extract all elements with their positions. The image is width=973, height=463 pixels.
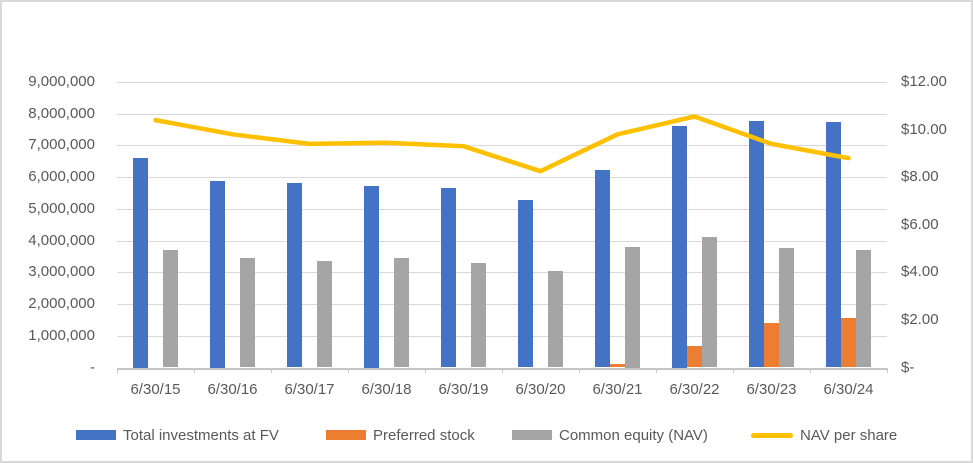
bar-total-investments-at-fv-6-30-20 [518,200,533,368]
legend-label: Common equity (NAV) [559,426,708,444]
bar-total-investments-at-fv-6-30-21 [595,170,610,368]
bar-common-equity-nav-6-30-21 [625,247,640,368]
bar-preferred-stock-6-30-22 [687,345,702,368]
major-gridline [117,113,887,115]
bar-preferred-stock-6-30-21 [610,363,625,368]
category-axis-tick [348,367,349,373]
bar-common-equity-nav-6-30-20 [548,270,563,368]
secondary-axis-tick-label: $10.00 [901,120,947,138]
primary-axis-tick-label: 6,000,000 [28,168,95,186]
major-gridline [117,304,887,306]
bar-preferred-stock-6-30-23 [764,323,779,368]
category-axis-tick [579,367,580,373]
legend-item-nav-per-share: NAV per share [751,425,897,445]
category-label-6-30-24: 6/30/24 [823,381,874,398]
bar-common-equity-nav-6-30-17 [317,260,332,368]
bar-preferred-stock-6-30-24 [841,317,856,368]
bar-common-equity-nav-6-30-22 [702,236,717,368]
bar-total-investments-at-fv-6-30-19 [441,187,456,368]
secondary-axis-tick-label: $8.00 [901,168,939,186]
category-label-6-30-19: 6/30/19 [438,381,489,398]
legend-label: Preferred stock [373,426,475,444]
primary-axis-tick-label: 7,000,000 [28,136,95,154]
category-axis-tick [887,367,888,373]
category-axis-tick [810,367,811,373]
secondary-axis-tick-label: $4.00 [901,263,939,281]
secondary-axis-tick-label: $2.00 [901,310,939,328]
category-axis-tick [656,367,657,373]
legend-swatch-icon [512,430,552,440]
primary-axis-tick-label: 3,000,000 [28,263,95,281]
category-axis-tick [733,367,734,373]
secondary-axis-tick-label: $- [901,358,915,376]
category-axis-tick [425,367,426,373]
primary-axis-tick-label: 8,000,000 [28,104,95,122]
bar-total-investments-at-fv-6-30-15 [133,157,148,368]
major-gridline [117,177,887,179]
legend: Total investments at FV Preferred stock Co… [2,425,971,447]
legend-item-common-equity-nav: Common equity (NAV) [512,425,708,445]
category-label-6-30-17: 6/30/17 [284,381,335,398]
bar-total-investments-at-fv-6-30-16 [210,181,225,368]
major-gridline [117,208,887,210]
bar-total-investments-at-fv-6-30-24 [826,121,841,368]
major-gridline [117,240,887,242]
category-axis-tick [502,367,503,373]
category-axis-tick [271,367,272,373]
category-axis-tick [117,367,118,373]
category-label-6-30-20: 6/30/20 [515,381,566,398]
primary-axis-tick-label: 5,000,000 [28,199,95,217]
legend-item-preferred-stock: Preferred stock [326,425,475,445]
secondary-axis-tick-label: $6.00 [901,215,939,233]
legend-item-total-investments-at-fv: Total investments at FV [76,425,279,445]
category-label-6-30-18: 6/30/18 [361,381,412,398]
legend-swatch-icon [326,430,366,440]
bar-total-investments-at-fv-6-30-18 [364,186,379,368]
category-label-6-30-23: 6/30/23 [746,381,797,398]
category-label-6-30-16: 6/30/16 [207,381,258,398]
secondary-axis-tick-label: $12.00 [901,73,947,90]
category-label-6-30-22: 6/30/22 [669,381,720,398]
primary-axis-tick-label: 4,000,000 [28,231,95,249]
legend-swatch-icon [76,430,116,440]
bar-common-equity-nav-6-30-23 [779,247,794,368]
primary-axis-tick-label: 9,000,000 [28,73,95,90]
bar-common-equity-nav-6-30-19 [471,262,486,368]
category-axis-line [117,367,887,370]
bar-total-investments-at-fv-6-30-22 [672,125,687,368]
line-nav-per-share [153,114,851,174]
legend-line-icon [751,432,793,438]
category-label-6-30-15: 6/30/15 [130,381,181,398]
legend-label: Total investments at FV [123,426,279,444]
primary-axis-tick-label: 2,000,000 [28,295,95,313]
bar-total-investments-at-fv-6-30-23 [749,121,764,368]
bar-common-equity-nav-6-30-24 [856,250,871,368]
primary-axis-tick-label: - [90,358,95,376]
bar-common-equity-nav-6-30-15 [163,250,178,368]
bar-total-investments-at-fv-6-30-17 [287,182,302,368]
major-gridline [117,82,887,83]
category-label-6-30-21: 6/30/21 [592,381,643,398]
major-gridline [117,272,887,274]
major-gridline [117,145,887,147]
bar-common-equity-nav-6-30-16 [240,257,255,368]
legend-label: NAV per share [800,426,898,444]
primary-axis-tick-label: 1,000,000 [28,326,95,344]
category-axis-tick [194,367,195,373]
bar-common-equity-nav-6-30-18 [394,258,409,368]
